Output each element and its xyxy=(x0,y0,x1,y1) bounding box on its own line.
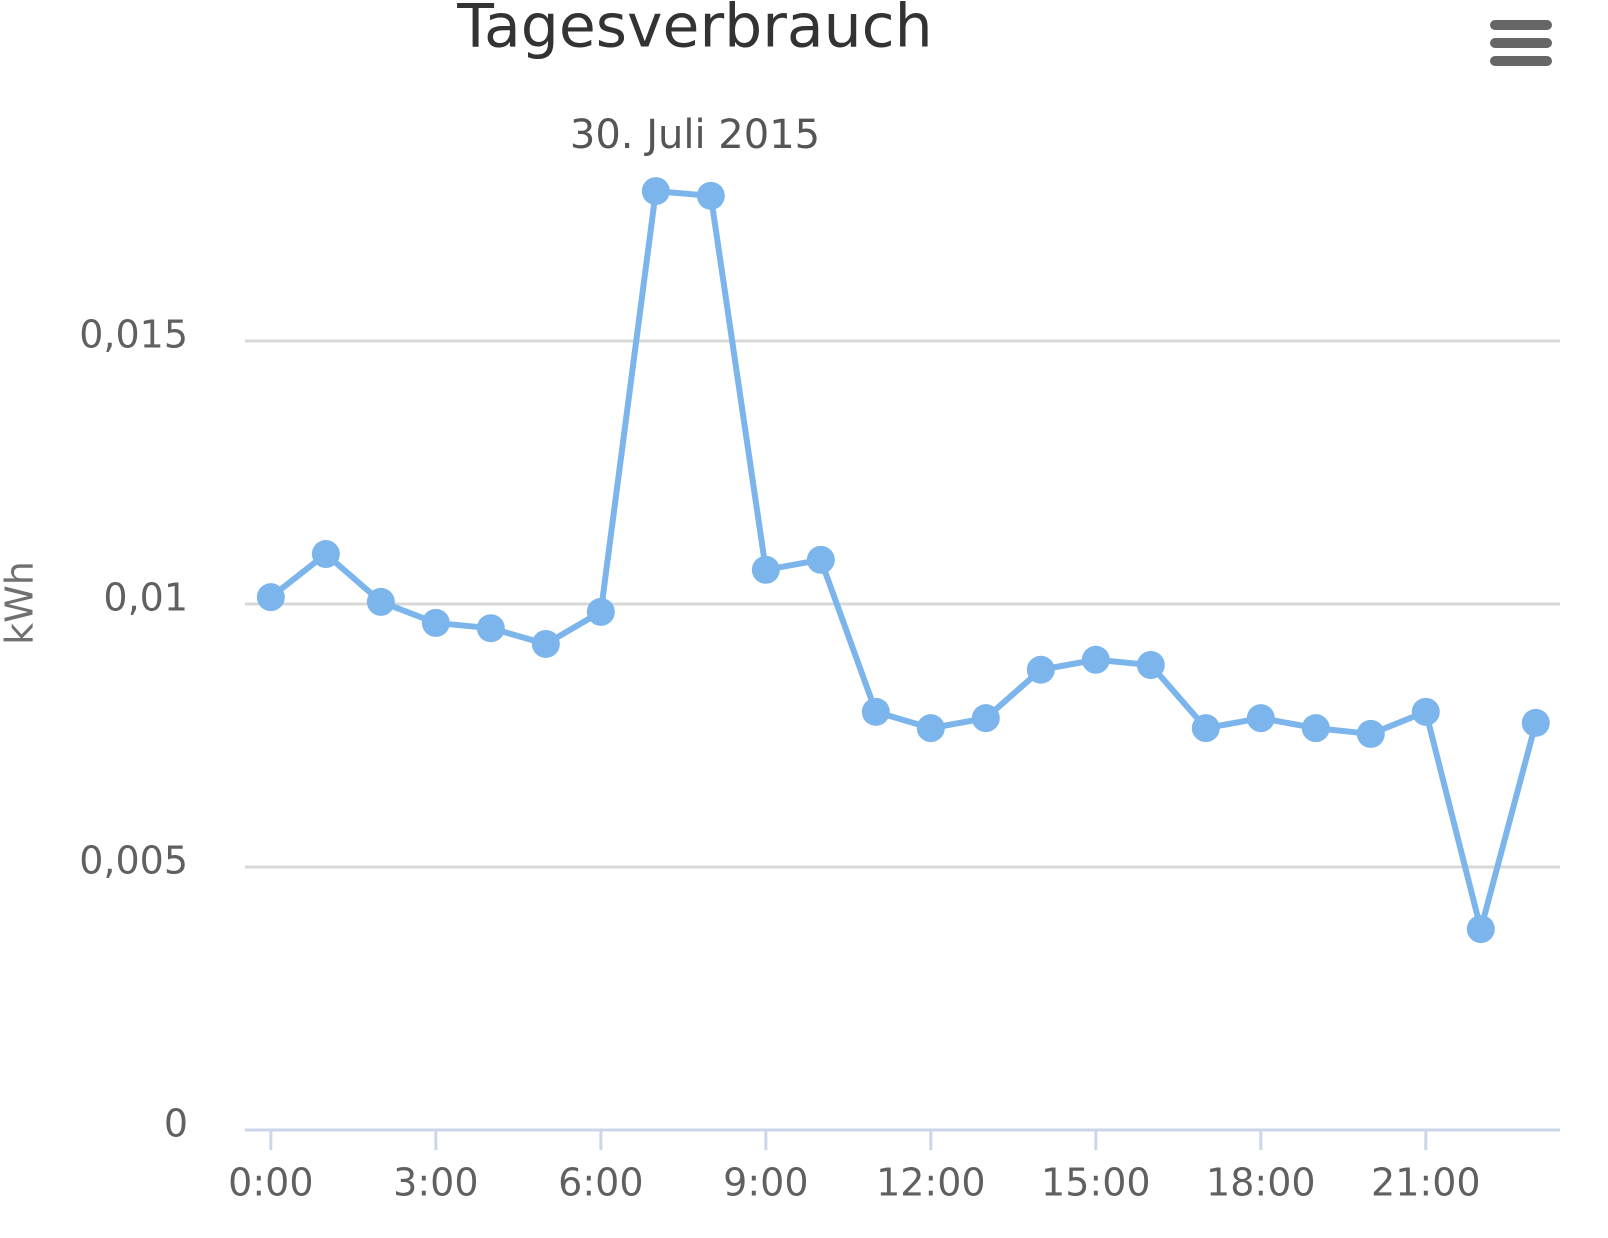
data-point xyxy=(1026,655,1055,684)
chart-title: Tagesverbrauch xyxy=(456,0,932,62)
data-point xyxy=(1301,714,1330,743)
data-point xyxy=(311,540,340,569)
data-point xyxy=(1191,714,1220,743)
data-point xyxy=(531,629,560,658)
x-tick-label: 21:00 xyxy=(1371,1161,1481,1205)
chart-subtitle: 30. Juli 2015 xyxy=(570,112,820,158)
y-axis-title: kWh xyxy=(0,561,42,645)
data-point xyxy=(1356,719,1385,748)
y-tick-label: 0 xyxy=(164,1102,188,1146)
data-point xyxy=(971,704,1000,733)
data-point xyxy=(861,697,890,726)
data-point xyxy=(1246,704,1275,733)
menu-bar xyxy=(1490,20,1552,30)
x-tick-label: 3:00 xyxy=(393,1161,478,1205)
data-point xyxy=(916,714,945,743)
x-tick-label: 9:00 xyxy=(723,1161,808,1205)
x-tick-label: 0:00 xyxy=(228,1161,313,1205)
x-tick-label: 18:00 xyxy=(1206,1161,1316,1205)
data-point xyxy=(586,597,615,626)
series-line xyxy=(268,188,1539,933)
y-tick-label: 0,005 xyxy=(79,839,188,883)
data-point xyxy=(1411,697,1440,726)
data-point xyxy=(421,608,450,637)
x-tick-label: 12:00 xyxy=(876,1161,986,1205)
data-point xyxy=(1081,645,1110,674)
menu-bar xyxy=(1490,38,1552,48)
x-tick-label: 15:00 xyxy=(1041,1161,1151,1205)
y-tick-label: 0,01 xyxy=(103,576,188,620)
data-point xyxy=(806,545,835,574)
menu-bar xyxy=(1490,56,1552,66)
data-point xyxy=(256,583,285,612)
data-point xyxy=(366,587,395,616)
y-tick-label: 0,015 xyxy=(79,313,188,357)
data-point xyxy=(1466,915,1495,944)
data-point xyxy=(1521,708,1550,737)
data-point xyxy=(476,614,505,643)
data-point xyxy=(696,181,725,210)
data-point xyxy=(1136,651,1165,680)
data-point xyxy=(751,555,780,584)
x-tick-label: 6:00 xyxy=(558,1161,643,1205)
menu-button[interactable] xyxy=(1490,20,1552,66)
data-point xyxy=(641,177,670,206)
